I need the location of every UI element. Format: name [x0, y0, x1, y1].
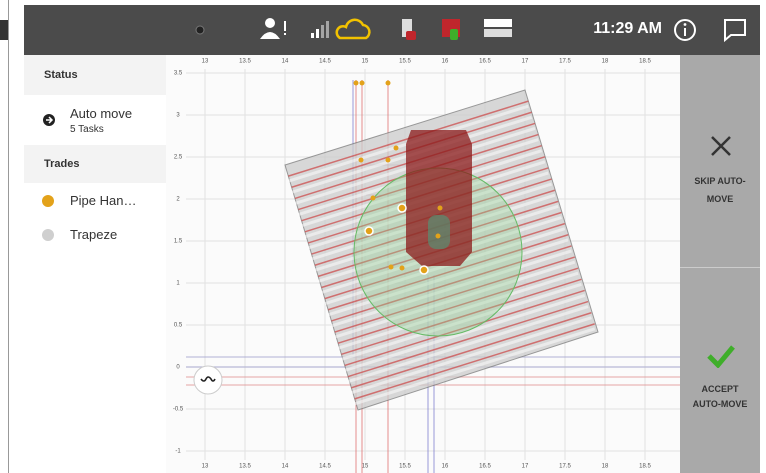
accept-button[interactable]: ACCEPT AUTO-MOVE: [680, 268, 760, 473]
stripe-light: [340, 282, 582, 361]
info-button[interactable]: [674, 19, 696, 41]
y-tick-label: 1.5: [174, 239, 183, 245]
status-bar: 11:29 AM: [24, 5, 760, 55]
stripe: [331, 245, 572, 322]
task-icon: [43, 114, 55, 126]
x-tick-label: 17.5: [559, 464, 571, 470]
x-tick-label: 17: [522, 59, 529, 65]
task-row[interactable]: Auto move 5 Tasks: [24, 95, 166, 145]
stripe-light: [354, 327, 596, 406]
status-heading: Status: [24, 55, 166, 95]
stripe-light: [324, 227, 566, 306]
x-tick-label: 14: [282, 59, 289, 65]
stripe-light: [337, 271, 579, 350]
x-tick-label: 17: [522, 464, 529, 470]
x-tick-label: 14.5: [319, 464, 331, 470]
robot-footprint: [406, 130, 472, 266]
y-tick-label: 2: [176, 197, 180, 203]
trade-label: Trapeze: [70, 227, 118, 242]
x-tick-label: 16: [442, 59, 449, 65]
divider: [680, 267, 760, 268]
x-tick-label: 16: [442, 464, 449, 470]
x-tick-label: 14: [282, 464, 289, 470]
x-tick-label: 13: [202, 59, 209, 65]
stripe: [337, 267, 579, 344]
stripe: [334, 256, 575, 333]
x-tick-label: 15: [362, 59, 369, 65]
edge-line: [8, 0, 9, 473]
task-title: Auto move: [70, 106, 133, 121]
stripe: [347, 300, 589, 378]
y-tick-label: 3.5: [174, 71, 183, 77]
y-tick-label: 0: [176, 365, 180, 371]
accept-icon: [707, 345, 735, 368]
x-tick-label: 13.5: [239, 464, 251, 470]
task-subtitle: 5 Tasks: [70, 124, 104, 135]
stripe: [341, 278, 582, 356]
stripe-light: [344, 294, 586, 372]
stripe-light: [350, 316, 592, 395]
x-tick-label: 14.5: [319, 59, 331, 65]
stripe-light: [334, 260, 576, 339]
y-tick-label: 3: [176, 113, 180, 119]
trade-label: Pipe Han…: [70, 193, 137, 208]
x-tick-label: 17.5: [559, 59, 571, 65]
stripe: [351, 312, 592, 389]
robot-head: [428, 215, 450, 249]
action-panel: SKIP AUTO-MOVE ACCEPT AUTO-MOVE: [680, 55, 760, 473]
task-points: [353, 80, 443, 275]
skip-button[interactable]: SKIP AUTO-MOVE: [680, 55, 760, 267]
header-buttons: [674, 19, 746, 43]
x-tick-label: 13.5: [239, 59, 251, 65]
y-tick-label: -1: [175, 449, 181, 455]
x-tick-label: 13: [202, 464, 209, 470]
y-tick-label: 2.5: [174, 155, 183, 161]
stripe-light: [347, 305, 589, 384]
y-tick-label: 0.5: [174, 323, 183, 329]
accept-label: ACCEPT AUTO-MOVE: [692, 384, 748, 409]
x-tick-label: 15: [362, 464, 369, 470]
recenter-button[interactable]: [193, 365, 223, 395]
stripe-light: [327, 238, 569, 317]
skip-label: SKIP AUTO-MOVE: [694, 176, 746, 204]
sidebar: Status Auto move 5 Tasks Trades Pipe Han…: [24, 55, 167, 473]
map: 131313.513.5141414.514.5151515.515.51616…: [166, 55, 680, 473]
stripe: [344, 289, 585, 367]
stripe: [327, 234, 569, 311]
trade-row[interactable]: Pipe Han…: [24, 183, 166, 217]
trade-color: [42, 229, 54, 241]
edge-fragment: [0, 20, 8, 40]
stripe-light: [331, 249, 572, 328]
x-tick-label: 15.5: [399, 59, 411, 65]
x-tick-label: 18: [602, 464, 609, 470]
skip-icon: [711, 136, 731, 156]
y-tick-label: 1: [176, 281, 180, 287]
x-tick-label: 18.5: [639, 59, 651, 65]
trade-color: [42, 195, 54, 207]
x-tick-label: 16.5: [479, 464, 491, 470]
x-tick-label: 16.5: [479, 59, 491, 65]
stripe: [354, 323, 595, 400]
trades-heading: Trades: [24, 145, 166, 183]
clock: 11:29 AM: [593, 20, 662, 37]
chat-button[interactable]: [724, 19, 746, 43]
status-icons: [195, 18, 512, 40]
trade-row[interactable]: Trapeze: [24, 217, 166, 251]
x-tick-label: 15.5: [399, 464, 411, 470]
x-tick-label: 18.5: [639, 464, 651, 470]
y-tick-label: -0.5: [173, 407, 184, 413]
x-tick-label: 18: [602, 59, 609, 65]
